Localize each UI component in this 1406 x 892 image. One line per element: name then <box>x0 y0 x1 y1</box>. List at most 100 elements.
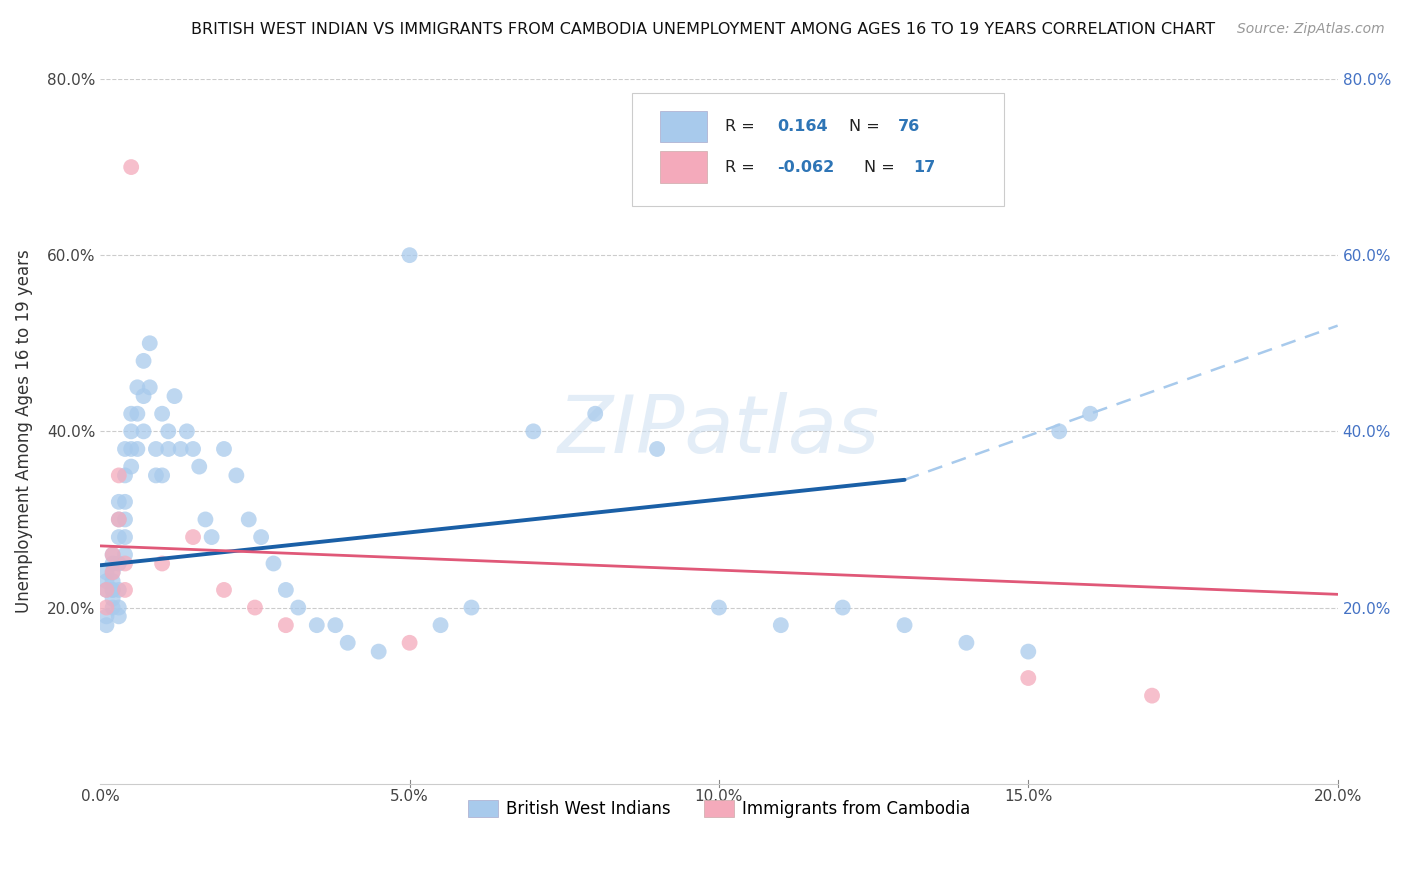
Point <box>114 582 136 597</box>
Y-axis label: Unemployment Among Ages 16 to 19 years: Unemployment Among Ages 16 to 19 years <box>15 250 32 613</box>
Point <box>132 425 155 439</box>
Point <box>238 512 260 526</box>
Point <box>163 389 186 403</box>
Point <box>287 600 309 615</box>
Point <box>120 160 142 174</box>
Point <box>114 442 136 456</box>
Point <box>139 380 162 394</box>
Point <box>181 530 204 544</box>
Point <box>212 442 235 456</box>
Point <box>96 600 118 615</box>
Point <box>101 600 124 615</box>
Point <box>250 530 273 544</box>
Point <box>108 582 131 597</box>
Point <box>263 557 285 571</box>
Point <box>139 336 162 351</box>
Point <box>1017 644 1039 658</box>
Point <box>157 442 180 456</box>
Point <box>201 530 224 544</box>
Text: R =: R = <box>725 120 761 135</box>
Point <box>1078 407 1101 421</box>
Point <box>769 618 792 632</box>
Point <box>108 600 131 615</box>
Legend: British West Indians, Immigrants from Cambodia: British West Indians, Immigrants from Ca… <box>461 793 977 825</box>
Text: Source: ZipAtlas.com: Source: ZipAtlas.com <box>1237 22 1385 37</box>
Point <box>398 636 420 650</box>
Point <box>157 425 180 439</box>
Point <box>108 495 131 509</box>
Text: BRITISH WEST INDIAN VS IMMIGRANTS FROM CAMBODIA UNEMPLOYMENT AMONG AGES 16 TO 19: BRITISH WEST INDIAN VS IMMIGRANTS FROM C… <box>191 22 1215 37</box>
Point <box>225 468 247 483</box>
Point <box>150 557 173 571</box>
Point <box>460 600 482 615</box>
Point <box>132 354 155 368</box>
Point <box>120 442 142 456</box>
Point <box>1017 671 1039 685</box>
Point <box>114 530 136 544</box>
Point <box>114 495 136 509</box>
Bar <box>659 111 707 143</box>
Point <box>114 557 136 571</box>
Point <box>96 582 118 597</box>
Text: N =: N = <box>863 160 900 175</box>
Point <box>955 636 977 650</box>
Point <box>101 582 124 597</box>
Point <box>101 591 124 606</box>
Point <box>101 566 124 580</box>
Text: 0.164: 0.164 <box>778 120 828 135</box>
Point <box>150 468 173 483</box>
FancyBboxPatch shape <box>633 93 1004 206</box>
Point <box>108 468 131 483</box>
Point <box>181 442 204 456</box>
Point <box>127 442 149 456</box>
Text: ZIPatlas: ZIPatlas <box>558 392 880 470</box>
Point <box>305 618 328 632</box>
Point <box>101 548 124 562</box>
Text: -0.062: -0.062 <box>778 160 834 175</box>
Point <box>645 442 668 456</box>
Point <box>96 574 118 588</box>
Point <box>96 618 118 632</box>
Point <box>108 557 131 571</box>
Point <box>831 600 853 615</box>
Text: R =: R = <box>725 160 761 175</box>
Point <box>707 600 730 615</box>
Point <box>108 609 131 624</box>
Point <box>127 380 149 394</box>
Point <box>96 566 118 580</box>
Point <box>194 512 217 526</box>
Point <box>114 512 136 526</box>
Point <box>114 548 136 562</box>
Point <box>145 442 167 456</box>
Point <box>583 407 606 421</box>
Text: N =: N = <box>849 120 884 135</box>
Point <box>132 389 155 403</box>
Point <box>212 582 235 597</box>
Point <box>120 425 142 439</box>
Point <box>1140 689 1163 703</box>
Point <box>150 407 173 421</box>
Point <box>367 644 389 658</box>
Point <box>101 582 124 597</box>
Point <box>243 600 266 615</box>
Point <box>336 636 359 650</box>
Point <box>108 530 131 544</box>
Point <box>522 425 544 439</box>
Text: 17: 17 <box>914 160 935 175</box>
Point <box>101 548 124 562</box>
Text: 76: 76 <box>898 120 921 135</box>
Point <box>145 468 167 483</box>
Point <box>120 407 142 421</box>
Point <box>101 557 124 571</box>
Point <box>398 248 420 262</box>
Point <box>176 425 198 439</box>
Point <box>429 618 451 632</box>
Point <box>96 609 118 624</box>
Point <box>101 566 124 580</box>
Point <box>101 574 124 588</box>
Point <box>127 407 149 421</box>
Point <box>96 582 118 597</box>
Point <box>170 442 193 456</box>
Point <box>108 512 131 526</box>
Point <box>893 618 915 632</box>
